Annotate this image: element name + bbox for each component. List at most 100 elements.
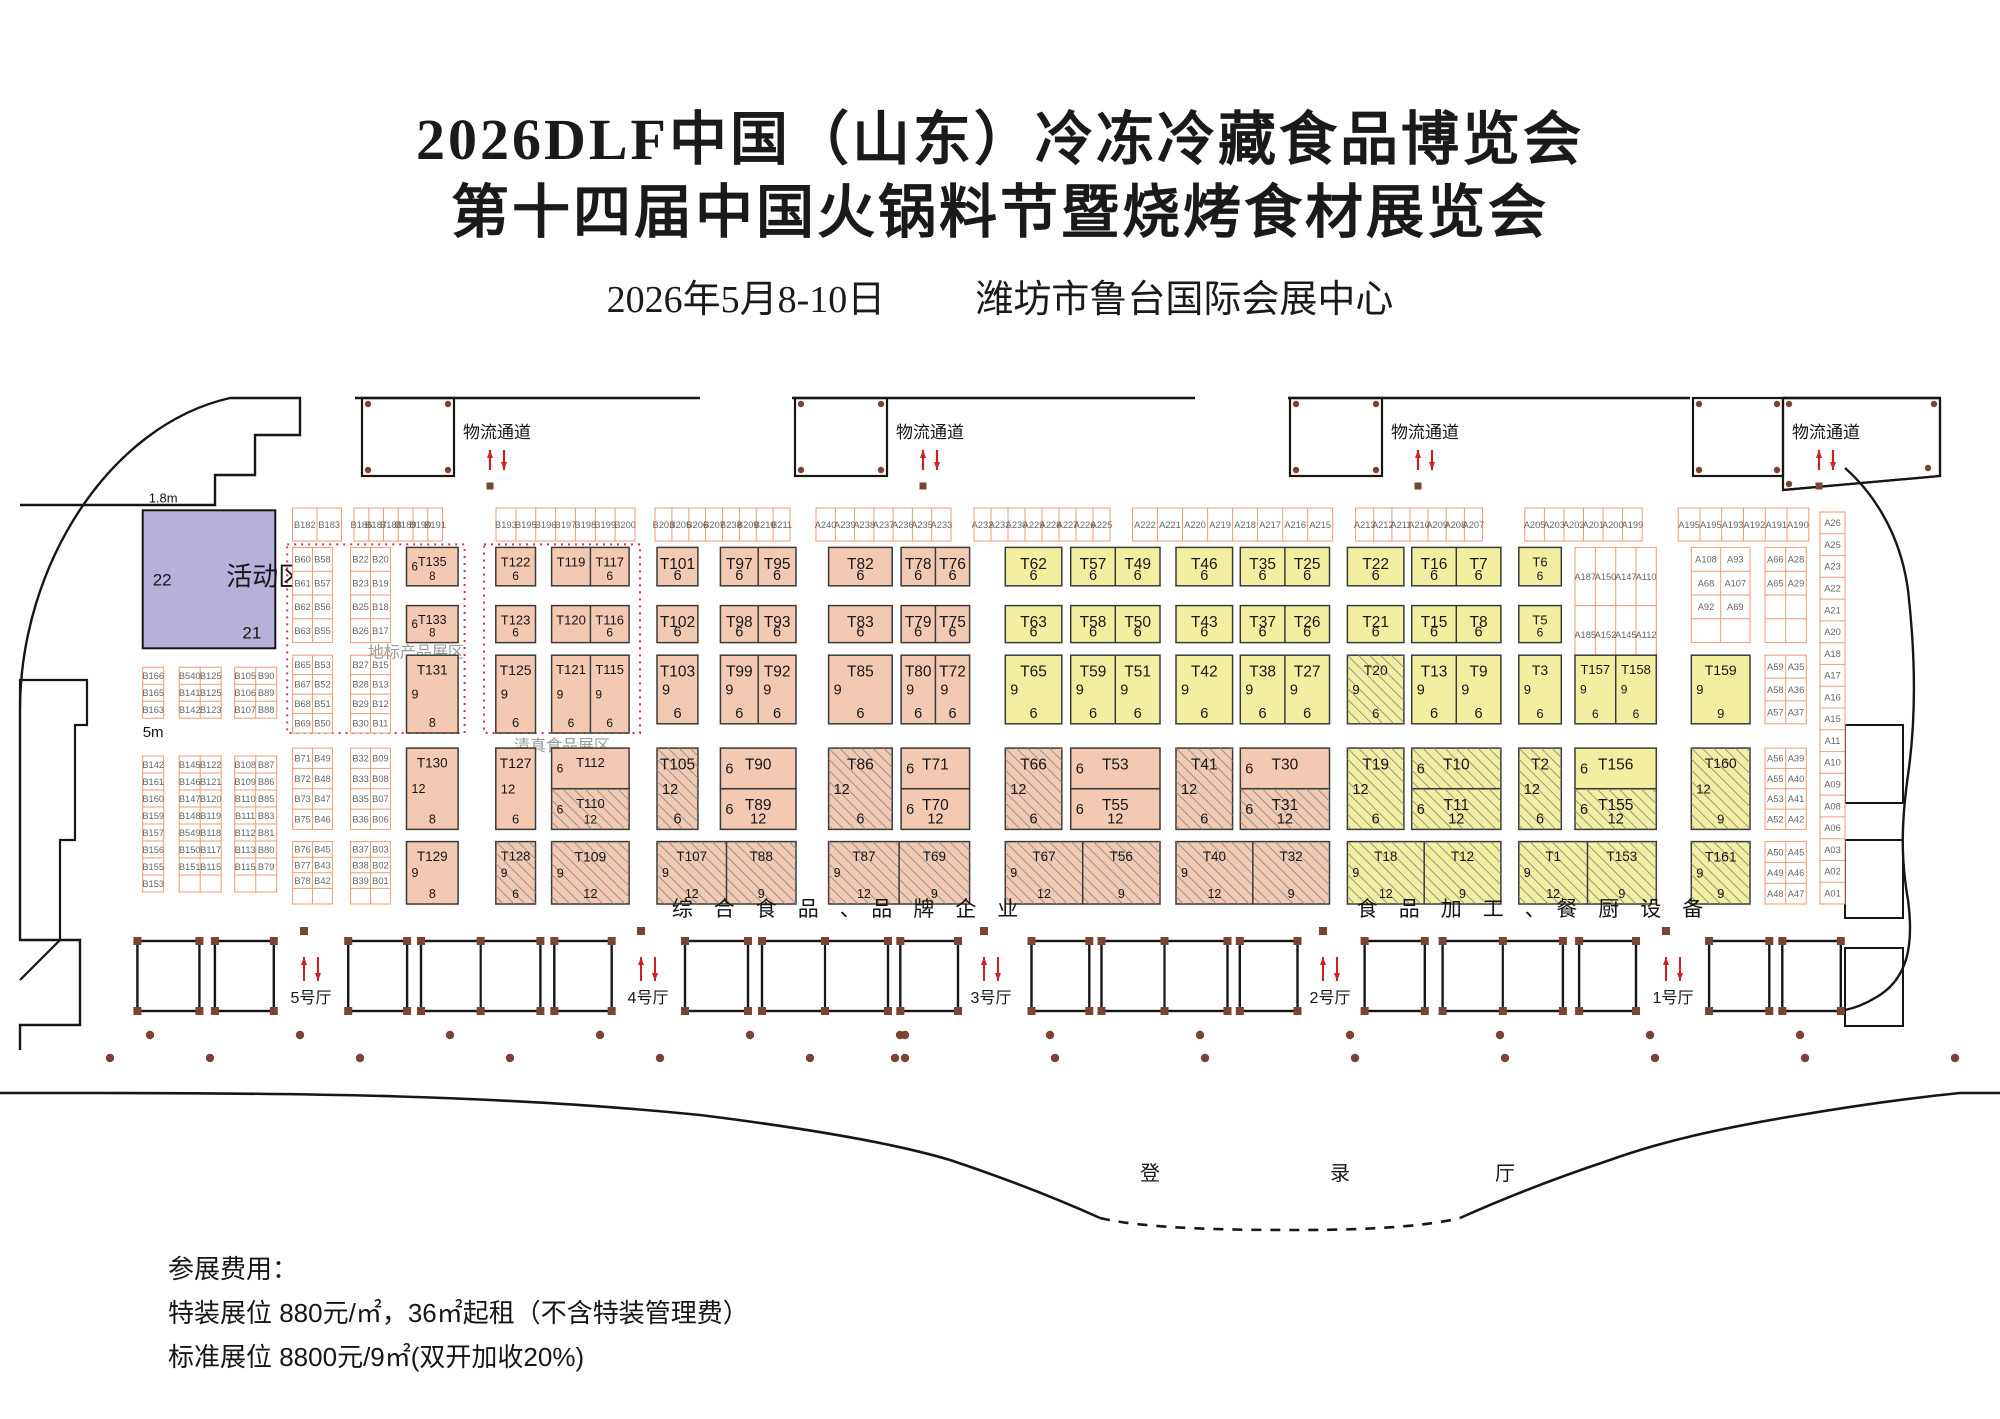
svg-text:B123: B123 [200, 705, 222, 715]
svg-text:9: 9 [1417, 683, 1425, 699]
svg-text:T18: T18 [1374, 849, 1397, 864]
svg-text:A110: A110 [1636, 572, 1657, 582]
svg-text:A53: A53 [1767, 794, 1784, 804]
svg-text:9: 9 [501, 687, 508, 702]
svg-text:6: 6 [1029, 568, 1037, 584]
svg-text:B57: B57 [314, 578, 331, 588]
svg-text:12: 12 [1696, 781, 1710, 796]
svg-text:9: 9 [501, 866, 508, 880]
svg-text:9: 9 [1696, 865, 1703, 880]
svg-text:12: 12 [584, 812, 598, 826]
svg-text:A187: A187 [1574, 572, 1596, 582]
svg-text:9: 9 [763, 683, 771, 699]
svg-text:登: 登 [1140, 1162, 1160, 1185]
svg-text:B51: B51 [314, 699, 331, 709]
svg-text:6: 6 [412, 562, 418, 574]
svg-text:A195: A195 [1678, 520, 1700, 530]
svg-text:6: 6 [1475, 706, 1483, 722]
svg-text:6: 6 [948, 706, 956, 722]
svg-text:6: 6 [1536, 706, 1543, 721]
svg-text:B90: B90 [258, 671, 275, 681]
svg-text:6: 6 [1259, 568, 1267, 584]
svg-text:A147: A147 [1615, 572, 1637, 582]
svg-text:B198: B198 [575, 520, 597, 530]
svg-text:A221: A221 [1159, 520, 1181, 530]
svg-text:6: 6 [512, 569, 519, 583]
svg-text:A216: A216 [1284, 520, 1306, 530]
svg-text:B148: B148 [179, 811, 201, 821]
svg-text:A47: A47 [1788, 889, 1805, 899]
svg-text:9: 9 [1461, 683, 1469, 699]
svg-text:A192: A192 [1744, 520, 1766, 530]
svg-text:6: 6 [773, 706, 781, 722]
svg-text:9: 9 [557, 865, 564, 880]
svg-text:A92: A92 [1698, 602, 1715, 612]
svg-text:T85: T85 [847, 664, 874, 681]
svg-text:B151: B151 [179, 862, 201, 872]
svg-text:6: 6 [1134, 625, 1142, 641]
svg-text:9: 9 [1010, 683, 1018, 699]
svg-text:B107: B107 [234, 705, 256, 715]
svg-text:8: 8 [429, 716, 436, 730]
svg-text:特装展位 880元/㎡，36㎡起租（不含特装管理费）: 特装展位 880元/㎡，36㎡起租（不含特装管理费） [168, 1298, 749, 1328]
svg-text:T9: T9 [1470, 664, 1488, 681]
svg-text:9: 9 [1181, 866, 1188, 880]
svg-text:A225: A225 [1091, 520, 1113, 530]
svg-text:12: 12 [927, 811, 943, 827]
svg-text:6: 6 [948, 568, 956, 584]
svg-text:12: 12 [1107, 811, 1123, 827]
svg-text:6: 6 [906, 802, 914, 818]
svg-text:T88: T88 [750, 849, 773, 864]
svg-text:4号厅: 4号厅 [628, 989, 669, 1007]
svg-text:21: 21 [242, 623, 261, 642]
svg-text:T99: T99 [726, 664, 753, 681]
svg-text:B03: B03 [372, 845, 389, 855]
svg-text:B145: B145 [179, 760, 201, 770]
svg-text:T109: T109 [574, 849, 606, 865]
svg-text:6: 6 [1430, 625, 1438, 641]
svg-text:T107: T107 [676, 849, 707, 864]
svg-text:B20: B20 [372, 555, 389, 565]
svg-text:B193: B193 [495, 520, 517, 530]
svg-text:B23: B23 [352, 578, 369, 588]
svg-text:6: 6 [1200, 706, 1208, 722]
svg-text:9: 9 [1352, 682, 1359, 697]
svg-text:T51: T51 [1124, 664, 1151, 681]
svg-text:9: 9 [1076, 683, 1084, 699]
svg-text:B29: B29 [352, 699, 369, 709]
svg-text:6: 6 [1475, 625, 1483, 641]
svg-text:9: 9 [1181, 683, 1189, 699]
svg-text:B196: B196 [535, 520, 557, 530]
svg-text:9: 9 [412, 866, 419, 880]
svg-text:A02: A02 [1824, 867, 1841, 877]
svg-text:A152: A152 [1595, 630, 1617, 640]
svg-text:12: 12 [1181, 782, 1197, 798]
svg-text:A93: A93 [1727, 555, 1744, 565]
svg-text:B52: B52 [314, 680, 331, 690]
svg-text:A23: A23 [1824, 562, 1841, 572]
svg-text:T72: T72 [939, 664, 966, 681]
svg-text:B197: B197 [555, 520, 577, 530]
svg-text:录: 录 [1330, 1163, 1350, 1185]
svg-text:B15: B15 [372, 660, 389, 670]
svg-text:A16: A16 [1824, 692, 1841, 702]
svg-text:T53: T53 [1102, 757, 1129, 774]
svg-text:T65: T65 [1020, 664, 1047, 681]
svg-text:6: 6 [914, 568, 922, 584]
svg-text:6: 6 [606, 569, 613, 583]
svg-text:T56: T56 [1110, 849, 1133, 864]
svg-text:B150: B150 [179, 845, 201, 855]
svg-text:6: 6 [725, 802, 733, 818]
svg-text:B69: B69 [294, 719, 311, 729]
svg-text:B13: B13 [372, 680, 389, 690]
svg-text:6: 6 [735, 706, 743, 722]
svg-text:B58: B58 [314, 555, 331, 565]
svg-text:B111: B111 [235, 811, 255, 821]
svg-text:B211: B211 [771, 520, 792, 530]
svg-text:A37: A37 [1788, 708, 1805, 718]
svg-text:B115: B115 [235, 862, 256, 872]
svg-text:A15: A15 [1824, 714, 1841, 724]
svg-text:A46: A46 [1788, 868, 1805, 878]
svg-text:B62: B62 [294, 602, 311, 612]
svg-text:B06: B06 [372, 815, 389, 825]
